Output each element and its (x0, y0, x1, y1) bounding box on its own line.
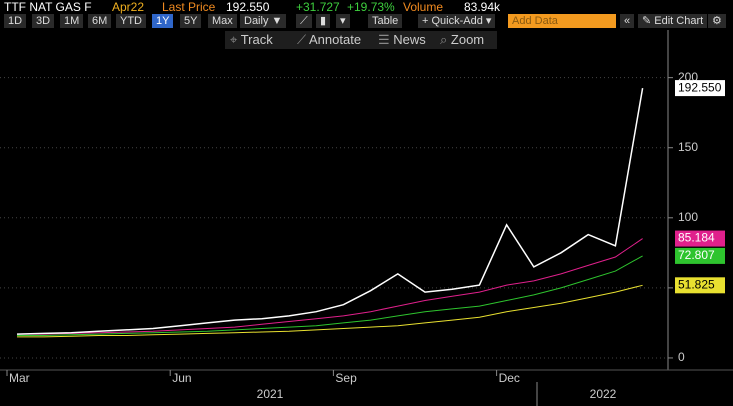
table-button[interactable]: Table (368, 14, 403, 28)
add-data-input[interactable]: Add Data (508, 14, 616, 28)
last-value-box (675, 247, 725, 264)
last-value-tag: 192.550 (675, 80, 725, 97)
edit-chart: Edit Chart (654, 15, 704, 27)
tool-icon: ☰ (378, 32, 394, 47)
last-value-tag: 72.807 (675, 247, 725, 264)
tool-button[interactable]: ☰ News (378, 31, 426, 49)
period-button[interactable]: YTD (116, 14, 146, 28)
last-value-label: 192.550 (678, 80, 722, 94)
last-value-tag: 85.184 (675, 230, 725, 247)
tool-label: Zoom (450, 32, 485, 47)
last-value-box (675, 230, 725, 247)
pct-change: +19.73% (347, 0, 395, 14)
period-button[interactable]: 6M (88, 14, 112, 28)
last-value-label: 72.807 (678, 248, 715, 262)
period-button[interactable]: Max (208, 14, 237, 28)
period-button[interactable]: 5Y (180, 14, 202, 28)
x-tick-label: Jun (172, 371, 191, 385)
moving-average (17, 284, 643, 338)
tool-icon: ⟋ (297, 32, 309, 47)
frequency-button[interactable]: Daily ▼ (240, 14, 287, 28)
tool-button[interactable]: ⌖ Track (230, 31, 273, 49)
year-label: 2022 (590, 387, 617, 401)
year-label: 2021 (257, 387, 284, 401)
frequency: Daily (244, 15, 269, 27)
y-tick-label: 100 (678, 210, 698, 224)
period-button[interactable]: 1M (60, 14, 84, 28)
chart-style-menu[interactable]: ▾ (336, 14, 350, 28)
tool-label: Track (240, 32, 273, 47)
x-tick-label: Sep (335, 371, 357, 385)
collapse-button[interactable]: « (620, 14, 635, 28)
last-price: 192.550 (226, 0, 270, 14)
quick-add: Quick-Add (431, 15, 483, 27)
x-tick-label: Mar (9, 371, 30, 385)
moving-average (17, 255, 643, 336)
tool-label: Annotate (309, 32, 362, 47)
last-value-box (675, 80, 725, 97)
tool-bar (225, 31, 497, 49)
volume: 83.94k (464, 0, 501, 14)
tool-label: News (393, 32, 426, 47)
last-value-label: 85.184 (678, 231, 715, 245)
tool-icon: ⌖ (230, 32, 241, 47)
last-value-label: 51.825 (678, 277, 715, 291)
contract: Apr22 (112, 0, 145, 14)
period-button[interactable]: 1D (4, 14, 27, 28)
price-line (16, 87, 644, 335)
x-tick-label: Dec (499, 371, 520, 385)
chart-style-button[interactable]: ▮ (316, 14, 331, 28)
settings-button[interactable]: ⚙ (708, 14, 726, 28)
tool-button[interactable]: ⟋ Annotate (297, 31, 361, 49)
period-button[interactable]: 3D (32, 14, 55, 28)
period-button[interactable]: 1Y (152, 14, 174, 28)
moving-average (17, 238, 643, 335)
y-tick-label: 150 (678, 140, 698, 154)
tool-button[interactable]: ⌕ Zoom (440, 31, 484, 49)
edit-chart-button[interactable]: ✎ Edit Chart (638, 14, 708, 28)
tool-icon: ⌕ (440, 32, 451, 47)
net-change: +31.727 (296, 0, 340, 14)
ticker: TTF NAT GAS F (4, 0, 92, 14)
quick-add-button[interactable]: + Quick-Add ▾ (418, 14, 496, 28)
price-label: Last Price (162, 0, 216, 14)
volume-label: Volume (403, 0, 444, 14)
last-value-tag: 51.825 (675, 277, 725, 294)
y-tick-label: 0 (678, 350, 685, 364)
chart-style-button[interactable]: ⟋ (296, 14, 312, 28)
last-value-box (675, 277, 725, 294)
